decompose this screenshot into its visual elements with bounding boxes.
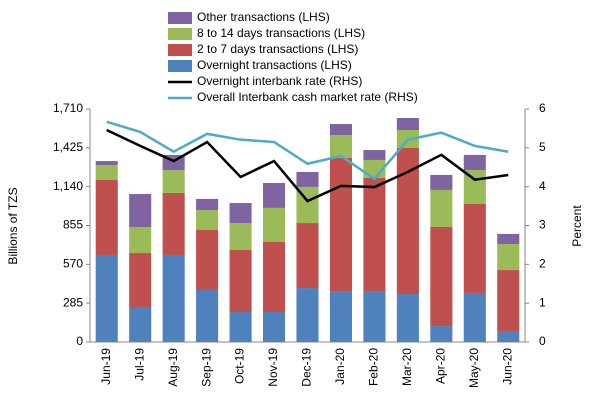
legend-swatch [168, 44, 192, 56]
bar [329, 157, 353, 292]
bar [396, 294, 419, 342]
legend-label: 8 to 14 days transactions (LHS) [197, 26, 365, 40]
bar [129, 307, 152, 342]
x-tick-label: Jun-20 [500, 348, 514, 385]
y2-tick-label: 2 [539, 257, 546, 271]
bar [229, 223, 252, 251]
y2-tick-label: 6 [539, 101, 546, 115]
legend-label: 2 to 7 days transactions (LHS) [197, 42, 358, 56]
bar [463, 203, 486, 293]
x-tick-label: Jan-20 [333, 348, 347, 385]
bar [196, 209, 219, 230]
y-axis-label: Billions of TZS [6, 187, 20, 264]
y2-tick-label: 5 [539, 140, 546, 154]
bar [463, 292, 486, 342]
bar [162, 192, 185, 255]
bar [95, 254, 118, 342]
bar [497, 233, 520, 245]
bar [497, 270, 520, 331]
bar [229, 312, 252, 342]
bar [162, 254, 185, 342]
bar [196, 229, 219, 290]
bar [329, 135, 353, 158]
bar [95, 161, 118, 166]
bar [262, 182, 286, 208]
bar [396, 117, 419, 130]
y-tick-label: 1,140 [53, 179, 83, 193]
x-tick-label: Apr-20 [434, 348, 448, 384]
x-tick-label: Aug-19 [166, 348, 180, 387]
x-tick-label: Feb-20 [367, 348, 381, 386]
y2-tick-label: 0 [539, 334, 546, 348]
bar [430, 326, 453, 342]
x-tick-label: Sep-19 [199, 348, 213, 387]
bar [497, 330, 520, 342]
bar [296, 288, 319, 342]
bar [329, 123, 353, 136]
bar [329, 291, 353, 342]
bar [229, 203, 252, 224]
bar [95, 165, 118, 180]
y2-axis-label: Percent [570, 205, 584, 247]
bar [129, 253, 152, 308]
bar [497, 244, 520, 271]
bar [363, 291, 386, 342]
y-tick-label: 1,710 [53, 101, 83, 115]
x-tick-label: Oct-19 [233, 348, 247, 384]
bar [162, 170, 185, 193]
legend-label: Overnight interbank rate (RHS) [197, 74, 362, 88]
x-tick-label: Jul-19 [132, 348, 146, 381]
legend-label: Overall Interbank cash market rate (RHS) [197, 90, 418, 104]
bar [196, 289, 219, 342]
y-tick-label: 0 [76, 334, 83, 348]
bar [430, 226, 453, 327]
x-tick-label: Dec-19 [300, 348, 314, 387]
bar [430, 174, 453, 190]
y2-tick-label: 1 [539, 295, 546, 309]
y-tick-label: 285 [63, 295, 83, 309]
bar [129, 194, 152, 227]
x-tick-label: Jun-19 [99, 348, 113, 385]
bar [262, 241, 286, 313]
y-tick-label: 855 [63, 218, 83, 232]
y2-tick-label: 3 [539, 218, 546, 232]
bar [430, 189, 453, 227]
bar [296, 171, 319, 187]
bar [95, 179, 118, 255]
x-tick-label: Mar-20 [400, 348, 414, 386]
bar [396, 147, 419, 295]
legend-label: Overnight transactions (LHS) [197, 58, 352, 72]
legend-swatch [168, 60, 192, 72]
x-tick-label: Nov-19 [266, 348, 280, 387]
bar [363, 150, 386, 160]
line [106, 120, 509, 181]
bar [463, 154, 486, 171]
legend-swatch [168, 28, 192, 40]
bar [129, 226, 152, 254]
bar [363, 177, 386, 292]
bar [196, 198, 219, 210]
legend-label: Other transactions (LHS) [197, 10, 330, 24]
legend-swatch [168, 12, 192, 24]
y2-tick-label: 4 [539, 179, 546, 193]
x-tick-label: May-20 [467, 348, 481, 388]
line [106, 128, 509, 203]
y-tick-label: 1,425 [53, 140, 83, 154]
bar [262, 312, 286, 342]
bar [262, 207, 286, 242]
bar [296, 223, 319, 289]
bar [229, 250, 252, 313]
y-tick-label: 570 [63, 257, 83, 271]
